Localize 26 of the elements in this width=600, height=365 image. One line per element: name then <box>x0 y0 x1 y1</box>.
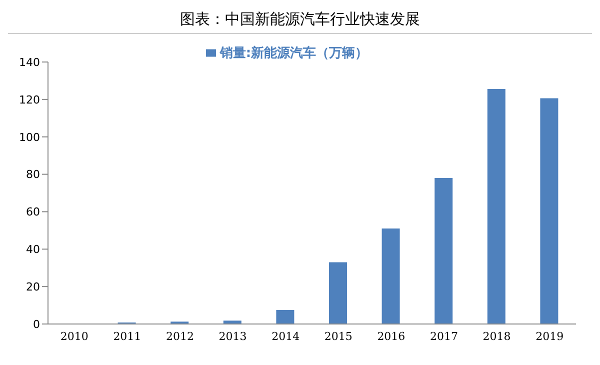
bar <box>276 310 294 324</box>
bar <box>329 262 347 324</box>
x-tick-label: 2013 <box>218 330 247 343</box>
bar <box>487 88 506 324</box>
x-tick-label: 2017 <box>430 330 458 343</box>
y-tick-label: 120 <box>19 93 40 106</box>
bar <box>540 98 558 324</box>
x-tick-label: 2015 <box>324 330 352 343</box>
y-tick-label: 100 <box>19 130 40 144</box>
x-tick-label: 2018 <box>482 330 511 343</box>
x-tick-label: 2019 <box>536 330 564 343</box>
chart-title: 图表：中国新能源汽车行业快速发展 <box>8 8 592 34</box>
y-tick-label: 40 <box>26 243 40 256</box>
x-tick-label: 2011 <box>113 330 142 343</box>
y-tick-label: 20 <box>26 280 40 294</box>
y-tick-label: 0 <box>33 318 40 331</box>
bar <box>434 178 453 324</box>
x-tick-label: 2010 <box>60 330 88 343</box>
legend-label: 销量:新能源汽车（万辆） <box>220 46 368 61</box>
y-tick-label: 140 <box>19 56 40 69</box>
x-tick-label: 2014 <box>272 330 300 343</box>
x-tick-label: 2012 <box>166 330 194 343</box>
y-tick-label: 60 <box>26 206 40 219</box>
y-tick-label: 80 <box>26 168 40 182</box>
x-tick-label: 2016 <box>377 330 406 343</box>
bar <box>382 228 400 324</box>
